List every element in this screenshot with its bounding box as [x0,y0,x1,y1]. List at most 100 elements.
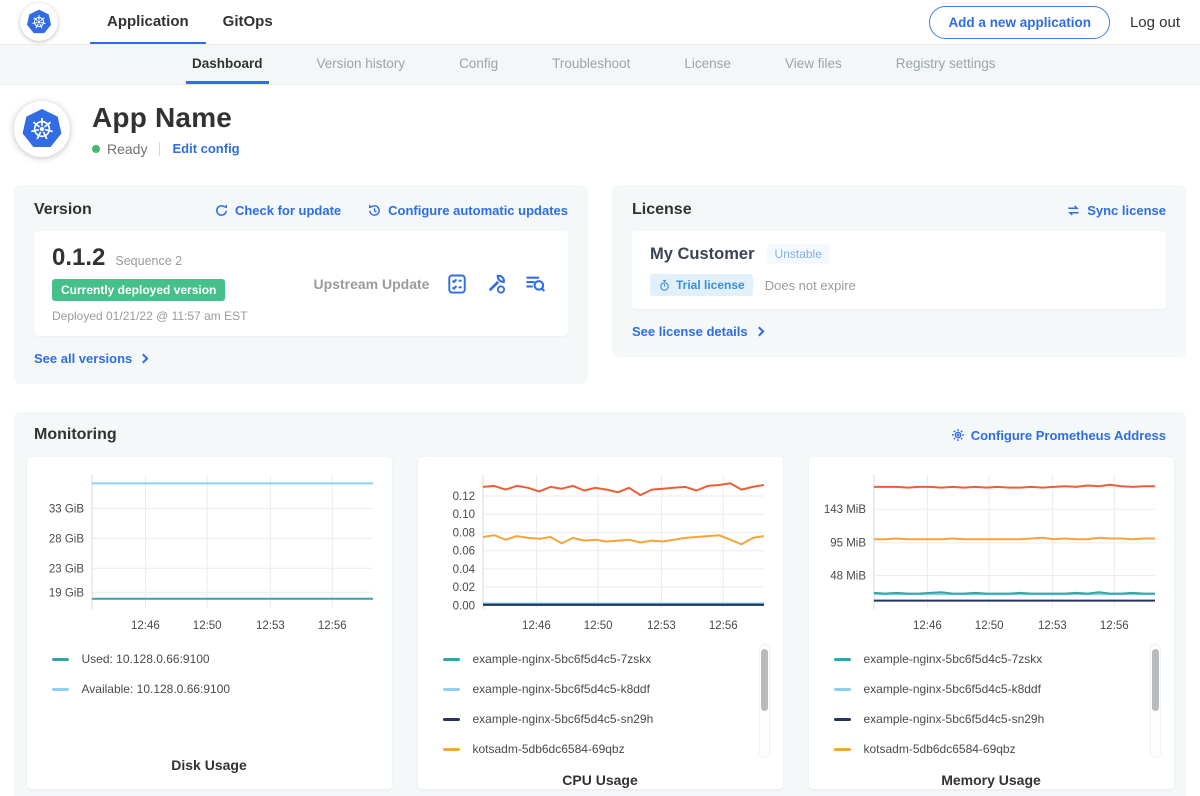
legend-label: example-nginx-5bc6f5d4c5-7zskx [473,652,652,666]
svg-text:0.12: 0.12 [452,491,474,503]
edit-config-link[interactable]: Edit config [172,141,239,156]
disk-usage-chart[interactable]: 12:4612:5012:5312:5633 GiB28 GiB23 GiB19… [36,465,383,642]
monitoring-card: Monitoring Configure Prometheus Address … [14,412,1186,796]
svg-text:12:56: 12:56 [317,620,346,632]
subnav-tab-license[interactable]: License [678,45,737,84]
legend-label: example-nginx-5bc6f5d4c5-7zskx [864,652,1043,666]
subnav-tab-registry-settings[interactable]: Registry settings [890,45,1002,84]
svg-text:12:50: 12:50 [583,620,612,632]
edit-config-icon[interactable] [485,273,507,295]
subnav-tab-troubleshoot[interactable]: Troubleshoot [546,45,636,84]
legend-scrollbar[interactable] [759,644,770,758]
license-card: License Sync license My Customer Unstabl… [612,185,1186,357]
check-for-update-link[interactable]: Check for update [214,203,341,218]
tab-gitops-label: GitOps [223,13,273,30]
legend-scrollbar[interactable] [1150,644,1161,758]
subnav-tab-version-history[interactable]: Version history [311,45,412,84]
subnav-tab-dashboard[interactable]: Dashboard [186,45,269,84]
cpu-usage-card: 12:4612:5012:5312:560.120.100.080.060.04… [418,457,783,789]
scrollbar-thumb[interactable] [761,649,768,711]
disk-usage-title: Disk Usage [36,757,383,779]
memory-usage-legend: example-nginx-5bc6f5d4c5-7zskx example-ng… [818,642,1165,772]
configure-prometheus-link[interactable]: Configure Prometheus Address [951,428,1166,443]
svg-text:0.10: 0.10 [452,509,474,521]
legend-label: Used: 10.128.0.66:9100 [82,652,210,666]
cpu-usage-chart[interactable]: 12:4612:5012:5312:560.120.100.080.060.04… [427,465,774,642]
legend-swatch [443,718,460,721]
see-license-details-label: See license details [632,324,748,339]
legend-item: Used: 10.128.0.66:9100 [52,652,363,666]
chevron-right-icon [754,327,764,337]
svg-text:12:53: 12:53 [256,620,285,632]
legend-item: example-nginx-5bc6f5d4c5-k8ddf [834,682,1145,696]
legend-label: kotsadm-5db6dc6584-69qbz [473,742,625,756]
tab-gitops[interactable]: GitOps [206,0,290,44]
logout-link[interactable]: Log out [1130,14,1180,31]
legend-item: Available: 10.128.0.66:9100 [52,682,363,696]
license-summary: My Customer Unstable Trial license Does … [632,231,1166,309]
svg-text:143 MiB: 143 MiB [823,504,866,516]
sync-icon [1066,203,1081,218]
top-navbar: Application GitOps Add a new application… [0,0,1200,45]
legend-label: Available: 10.128.0.66:9100 [82,682,231,696]
app-subnav: Dashboard Version history Config Trouble… [0,45,1200,85]
preflight-checks-icon[interactable] [446,273,468,295]
scrollbar-thumb[interactable] [1152,649,1159,711]
sync-license-link[interactable]: Sync license [1066,203,1166,218]
legend-swatch [443,658,460,661]
monitoring-title: Monitoring [34,426,117,444]
check-for-update-label: Check for update [235,203,341,218]
stopwatch-icon [658,279,671,292]
legend-item: example-nginx-5bc6f5d4c5-sn29h [443,712,754,726]
ready-status-dot [92,145,100,153]
svg-text:23 GiB: 23 GiB [48,563,83,575]
kubernetes-logo[interactable] [20,3,58,41]
status-label: Ready [107,141,147,157]
trial-license-badge: Trial license [650,274,753,296]
svg-text:12:56: 12:56 [708,620,737,632]
deploy-logs-icon[interactable] [524,273,546,295]
configure-automatic-updates-link[interactable]: Configure automatic updates [367,203,568,218]
app-logo [14,101,70,157]
memory-usage-chart[interactable]: 12:4612:5012:5312:56143 MiB95 MiB48 MiB [818,465,1165,642]
svg-text:0.00: 0.00 [452,600,474,612]
memory-usage-card: 12:4612:5012:5312:56143 MiB95 MiB48 MiB … [809,457,1174,789]
legend-item: example-nginx-5bc6f5d4c5-7zskx [834,652,1145,666]
svg-text:12:46: 12:46 [131,620,160,632]
legend-swatch [834,748,851,751]
see-license-details-link[interactable]: See license details [632,324,763,339]
refresh-icon [214,203,229,218]
kubernetes-icon [21,108,63,150]
subnav-tab-config[interactable]: Config [453,45,504,84]
tab-application-label: Application [107,13,189,30]
topnav-tabs: Application GitOps [90,0,290,44]
tab-application[interactable]: Application [90,0,206,44]
divider [159,142,160,156]
sync-license-label: Sync license [1087,203,1166,218]
license-card-title: License [632,201,692,219]
see-all-versions-link[interactable]: See all versions [34,351,147,366]
version-number: 0.1.2 [52,244,105,272]
svg-text:19 GiB: 19 GiB [48,587,83,599]
svg-text:95 MiB: 95 MiB [830,538,866,550]
legend-swatch [443,688,460,691]
version-card-title: Version [34,201,92,219]
channel-badge: Unstable [767,244,830,264]
legend-label: example-nginx-5bc6f5d4c5-k8ddf [864,682,1041,696]
app-status-row: Ready Edit config [92,141,240,157]
disk-usage-card: 12:4612:5012:5312:5633 GiB28 GiB23 GiB19… [27,457,392,789]
legend-item: kotsadm-5db6dc6584-69qbz [443,742,754,756]
svg-text:0.08: 0.08 [452,527,474,539]
currently-deployed-badge: Currently deployed version [52,279,225,301]
gear-icon [951,428,965,442]
svg-text:48 MiB: 48 MiB [830,571,866,583]
legend-item: example-nginx-5bc6f5d4c5-7zskx [443,652,754,666]
cards-row: Version Check for update Configure autom… [14,185,1186,384]
schedule-icon [367,203,382,218]
add-application-button[interactable]: Add a new application [929,6,1110,39]
subnav-tab-view-files[interactable]: View files [779,45,848,84]
cpu-usage-title: CPU Usage [427,772,774,794]
page-title: App Name [92,102,240,134]
configure-prometheus-label: Configure Prometheus Address [971,428,1166,443]
svg-text:12:50: 12:50 [974,620,1003,632]
